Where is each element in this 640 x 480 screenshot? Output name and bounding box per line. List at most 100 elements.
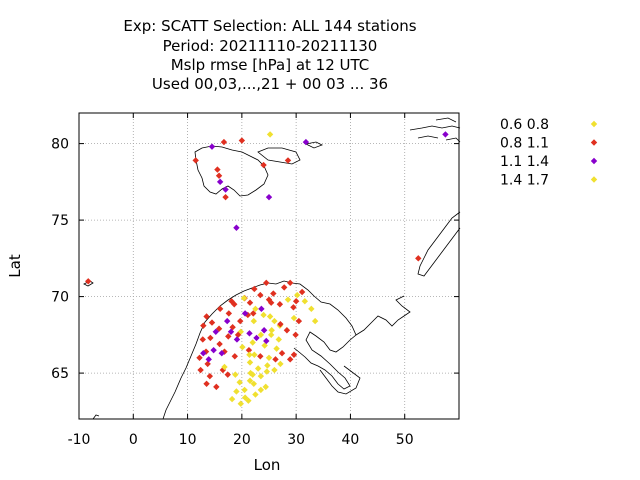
data-point-series-3 bbox=[216, 178, 224, 186]
data-point-series-2 bbox=[283, 327, 291, 334]
data-point-series-1 bbox=[250, 380, 257, 388]
data-point-series-1 bbox=[252, 305, 259, 313]
data-point-series-4 bbox=[246, 351, 253, 358]
y-tick-label: 70 bbox=[51, 290, 69, 306]
data-point-series-2 bbox=[222, 193, 229, 201]
data-point-series-1 bbox=[294, 291, 301, 299]
data-point-series-2 bbox=[272, 356, 279, 363]
data-point-series-2 bbox=[246, 299, 254, 306]
legend-label: 0.8 1.1 bbox=[500, 136, 549, 152]
y-axis-label: Lat bbox=[6, 254, 24, 278]
axis-ticks: -10 0 10 20 30 40 50 65 70 75 80 bbox=[51, 113, 459, 448]
data-point-series-2 bbox=[231, 353, 238, 360]
data-point-series-1 bbox=[264, 362, 271, 369]
data-point-series-4 bbox=[257, 386, 265, 394]
data-point-series-3 bbox=[208, 143, 216, 150]
data-point-series-2 bbox=[286, 356, 294, 363]
data-point-series-3 bbox=[263, 337, 270, 345]
data-point-series-2 bbox=[208, 319, 216, 326]
x-tick-label: 20 bbox=[233, 432, 251, 448]
data-point-series-3 bbox=[233, 224, 240, 231]
legend-label: 0.6 0.8 bbox=[500, 117, 549, 133]
y-tick-label: 80 bbox=[51, 137, 69, 153]
data-point-series-4 bbox=[267, 331, 275, 339]
data-point-series-1 bbox=[249, 371, 256, 378]
data-point-series-1 bbox=[271, 366, 278, 374]
data-point-series-2 bbox=[251, 285, 258, 293]
x-tick-label: 40 bbox=[342, 432, 360, 448]
data-point-series-1 bbox=[290, 314, 298, 322]
data-point-series-3 bbox=[224, 317, 231, 325]
data-point-series-1 bbox=[254, 365, 262, 372]
data-point-series-1 bbox=[277, 360, 284, 368]
coastline-scandinavia bbox=[162, 280, 357, 420]
legend-marker bbox=[590, 120, 598, 128]
data-point-series-1 bbox=[245, 397, 252, 404]
data-point-series-2 bbox=[295, 317, 303, 325]
data-point-series-2 bbox=[203, 380, 210, 388]
data-point-series-1 bbox=[241, 386, 248, 394]
data-point-series-2 bbox=[257, 291, 264, 299]
data-point-series-2 bbox=[292, 331, 299, 339]
data-point-series-2 bbox=[224, 371, 231, 378]
coastline-svalbard bbox=[194, 145, 269, 197]
data-point-series-2 bbox=[200, 322, 207, 329]
data-point-series-3 bbox=[246, 330, 253, 337]
coastline-map bbox=[83, 117, 461, 420]
x-tick-label: 30 bbox=[287, 432, 305, 448]
data-point-series-2 bbox=[263, 279, 270, 287]
data-point-series-3 bbox=[302, 138, 310, 146]
y-tick-label: 65 bbox=[51, 366, 69, 382]
grid bbox=[79, 113, 459, 419]
data-point-series-1 bbox=[237, 400, 244, 407]
chart-title-line-4: Used 00,03,...,21 + 00 03 ... 36 bbox=[151, 75, 389, 93]
legend-marker bbox=[590, 176, 598, 183]
data-point-series-2 bbox=[276, 301, 284, 308]
y-tick-label: 75 bbox=[51, 213, 69, 229]
data-point-series-4 bbox=[232, 371, 239, 378]
data-point-series-1 bbox=[271, 317, 278, 325]
chart-title-line-2: Period: 20211110-20211130 bbox=[162, 37, 378, 55]
data-point-series-3 bbox=[205, 356, 212, 363]
data-point-series-2 bbox=[85, 278, 92, 285]
data-point-series-4 bbox=[250, 317, 257, 325]
coastline-novaya-zemlya bbox=[417, 211, 461, 277]
legend-marker bbox=[590, 139, 598, 146]
data-point-series-1 bbox=[257, 331, 265, 339]
coastline-kong-karls bbox=[304, 141, 323, 149]
data-point-series-2 bbox=[196, 354, 203, 361]
coastline-white-sea bbox=[319, 365, 361, 395]
x-tick-label: 50 bbox=[396, 432, 414, 448]
data-point-series-4 bbox=[221, 363, 228, 371]
data-point-series-2 bbox=[213, 383, 220, 391]
data-point-series-2 bbox=[277, 320, 284, 328]
data-point-series-2 bbox=[250, 310, 257, 317]
data-point-series-2 bbox=[225, 333, 232, 340]
data-point-series-1 bbox=[265, 354, 273, 361]
data-point-series-2 bbox=[203, 313, 210, 320]
chart-title-line-1: Exp: SCATT Selection: ALL 144 stations bbox=[123, 17, 417, 35]
data-point-series-2 bbox=[415, 255, 422, 262]
data-point-series-1 bbox=[311, 317, 319, 325]
legend-label: 1.4 1.7 bbox=[500, 173, 549, 189]
data-point-series-2 bbox=[286, 279, 294, 287]
data-point-series-1 bbox=[268, 327, 275, 334]
data-point-series-1 bbox=[308, 305, 315, 313]
plot-area-border bbox=[78, 112, 460, 420]
data-point-series-4 bbox=[266, 313, 274, 320]
data-point-series-2 bbox=[197, 366, 204, 374]
data-point-series-3 bbox=[210, 346, 217, 354]
data-point-series-4 bbox=[301, 297, 309, 305]
data-point-series-2 bbox=[237, 317, 244, 325]
data-point-series-2 bbox=[228, 297, 235, 305]
data-point-series-4 bbox=[275, 336, 282, 343]
coastline-franz-josef bbox=[409, 117, 461, 143]
data-point-series-3 bbox=[233, 336, 241, 343]
x-tick-label: -10 bbox=[68, 432, 91, 448]
data-point-series-2 bbox=[225, 310, 233, 317]
data-point-series-1 bbox=[233, 388, 240, 395]
x-tick-label: 10 bbox=[179, 432, 197, 448]
data-point-series-3 bbox=[265, 193, 273, 201]
data-point-series-2 bbox=[214, 166, 221, 173]
data-point-series-1 bbox=[246, 377, 254, 384]
